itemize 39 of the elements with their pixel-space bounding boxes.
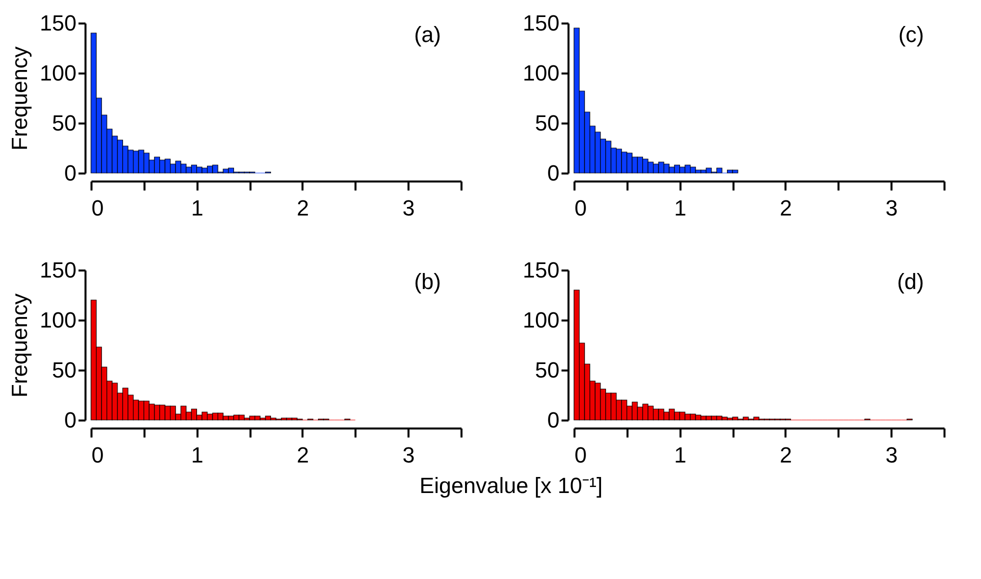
x-tick-label: 2 [780,196,792,220]
x-tick-label: 3 [886,442,898,468]
y-tick-label: 150 [40,10,76,36]
y-tick-label: 0 [547,160,560,186]
x-axis-title: Eigenvalue [x 10⁻¹] [419,473,603,498]
x-tick-label: 1 [674,196,686,220]
y-tick-label: 100 [40,308,76,332]
y-tick-label: 0 [547,408,560,432]
x-tick-label: 3 [886,196,898,220]
y-tick-label: 150 [40,258,76,282]
x-tick-label: 2 [780,442,792,468]
x-tick-label: 1 [191,196,204,220]
annotation: (a) [414,22,441,47]
x-tick-label: 0 [574,196,587,220]
annotation: (c) [898,22,924,47]
x-tick-label: 3 [402,442,415,468]
annotation: (d) [897,269,924,294]
y-tick-label: 50 [535,110,560,136]
y-axis-title: Frequency [6,46,32,150]
y-tick-label: 100 [522,308,560,332]
x-tick-label: 2 [296,442,310,468]
y-tick-label: 100 [40,60,76,86]
y-tick-label: 150 [522,258,560,282]
x-tick-label: 1 [191,442,204,468]
y-tick-label: 50 [52,110,76,136]
y-tick-label: 50 [52,358,76,382]
y-tick-label: 0 [64,408,76,432]
y-axis-title: Frequency [6,294,32,398]
y-tick-label: 0 [64,160,76,186]
x-tick-label: 2 [296,196,310,220]
x-tick-label: 3 [402,196,415,220]
y-tick-label: 50 [535,358,560,382]
x-tick-label: 0 [92,196,104,220]
x-tick-label: 0 [92,442,104,468]
y-tick-label: 150 [522,10,560,36]
x-tick-label: 0 [574,442,587,468]
y-tick-label: 100 [522,60,560,86]
annotation: (b) [414,269,441,294]
x-tick-label: 1 [674,442,686,468]
